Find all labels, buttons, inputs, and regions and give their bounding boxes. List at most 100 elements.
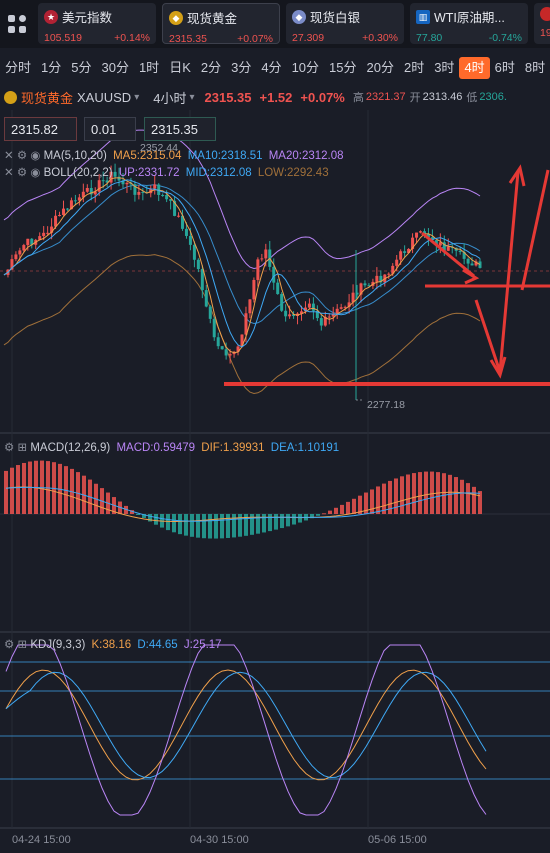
- candle-body: [470, 263, 474, 266]
- macd-bar: [274, 514, 278, 530]
- chevron-down-icon[interactable]: ▾: [134, 91, 140, 103]
- ticker-card-silver[interactable]: ◆ 现货白银 27.309 +0.30%: [286, 3, 404, 44]
- symbol-code[interactable]: XAUUSD: [77, 89, 132, 105]
- open-label: 开: [409, 92, 421, 104]
- settings-icon[interactable]: ⚙ ⊞: [4, 639, 28, 651]
- macd-bar: [268, 514, 272, 532]
- candle-body: [367, 285, 371, 287]
- candle-body: [244, 313, 248, 335]
- macd-label[interactable]: MACD(12,26,9): [30, 442, 111, 454]
- macd-bar: [370, 489, 374, 514]
- date-label: 05-06 15:00: [368, 834, 427, 846]
- macd-bar: [262, 514, 266, 533]
- high-label: 高: [352, 92, 364, 104]
- sell-price-chip[interactable]: 2315.82: [4, 117, 77, 141]
- macd-bar: [238, 514, 242, 537]
- tab-timeframe[interactable]: 15分: [329, 60, 357, 75]
- candle-body: [169, 199, 173, 201]
- lot-size-input[interactable]: 0.01: [84, 117, 136, 141]
- ticker-card-wti[interactable]: ▥ WTI原油期... 77.80 -0.74%: [410, 3, 528, 44]
- macd-legend: ⚙ ⊞ MACD(12,26,9) MACD:0.59479 DIF:1.399…: [4, 440, 339, 454]
- candle-body: [240, 334, 244, 347]
- tab-timeframe[interactable]: 2时: [403, 60, 425, 75]
- kdj-label[interactable]: KDJ(9,3,3): [30, 639, 86, 651]
- macd-bar: [172, 514, 176, 533]
- macd-bar: [352, 498, 356, 514]
- symbol-name[interactable]: 现货黄金: [21, 90, 74, 106]
- ticker-card-partial[interactable]: 19: [534, 3, 550, 44]
- tab-timeframe[interactable]: 1时: [138, 60, 160, 75]
- candle-body: [121, 180, 125, 185]
- tab-timeframe[interactable]: 分时: [5, 60, 32, 75]
- tab-timeframe[interactable]: 1分: [41, 60, 62, 75]
- candle-body: [141, 191, 145, 193]
- candle-body: [434, 240, 438, 246]
- tab-timeframe[interactable]: 20分: [366, 60, 394, 75]
- candle-body: [474, 261, 478, 266]
- candle-body: [426, 234, 430, 238]
- tab-timeframe[interactable]: 6时: [494, 60, 515, 75]
- ma-legend: ✕ ⚙ ◉ MA(5,10,20) MA5:2315.04 MA10:2318.…: [4, 148, 344, 162]
- boll-legend: ✕ ⚙ ◉ BOLL(20,2,2) UP:2331.72 MID:2312.0…: [4, 165, 329, 179]
- tab-timeframe[interactable]: 5分: [71, 60, 92, 75]
- candle-body: [26, 238, 30, 246]
- ticker-bar: ★ 美元指数 105.519 +0.14% ◆ 现货黄金 2315.35 +0.07% …: [0, 0, 550, 48]
- candle-body: [125, 182, 129, 185]
- settings-icon[interactable]: ⚙ ⊞: [4, 442, 28, 454]
- candle-body: [307, 303, 311, 308]
- ticker-card-gold[interactable]: ◆ 现货黄金 2315.35 +0.07%: [162, 3, 280, 45]
- candle-body: [137, 191, 141, 195]
- tab-timeframe[interactable]: 8时: [524, 60, 546, 75]
- high-value: 2321.37: [365, 91, 406, 103]
- price-change-pct: +0.07%: [300, 89, 345, 105]
- silver-icon: ◆: [292, 9, 306, 24]
- ticker-price: 105.519: [44, 32, 82, 44]
- ticker-price: 19: [540, 27, 550, 39]
- tab-timeframe[interactable]: 4时: [459, 57, 490, 79]
- buy-price-chip[interactable]: 2315.35: [144, 117, 216, 141]
- tab-timeframe[interactable]: 10分: [291, 60, 320, 75]
- macd-bar: [16, 465, 20, 514]
- candle-body: [69, 200, 73, 210]
- macd-bar: [400, 476, 404, 514]
- candle-body: [343, 306, 347, 308]
- candle-body: [73, 200, 77, 202]
- macd-bar: [364, 492, 368, 514]
- candle-body: [387, 273, 391, 275]
- ticker-change: +0.07%: [237, 33, 273, 45]
- settings-icon[interactable]: ✕ ⚙ ◉: [4, 167, 41, 179]
- macd-bar: [394, 478, 398, 514]
- candle-body: [38, 236, 42, 240]
- macd-bar: [250, 514, 254, 535]
- candle-body: [58, 214, 62, 216]
- macd-bar: [334, 507, 338, 514]
- tab-timeframe[interactable]: 3分: [231, 60, 252, 75]
- macd-bar: [430, 471, 434, 514]
- ticker-name: 现货白银: [310, 11, 361, 25]
- candle-body: [331, 313, 335, 317]
- ticker-card-dxy[interactable]: ★ 美元指数 105.519 +0.14%: [38, 3, 156, 44]
- boll-label[interactable]: BOLL(20,2,2): [43, 167, 113, 179]
- trend-arrow: [421, 231, 475, 278]
- candle-body: [133, 184, 137, 195]
- chevron-down-icon[interactable]: ▾: [189, 91, 195, 103]
- settings-icon[interactable]: ✕ ⚙ ◉: [4, 150, 41, 162]
- tab-timeframe[interactable]: 2分: [200, 60, 222, 75]
- price-change: +1.52: [259, 89, 293, 105]
- d-line: [5, 671, 487, 779]
- tab-timeframe[interactable]: 4分: [261, 60, 282, 75]
- ma-label[interactable]: MA(5,10,20): [43, 150, 107, 162]
- ma10-value: MA10:2318.51: [187, 150, 263, 162]
- candle-body: [355, 292, 359, 295]
- tab-timeframe[interactable]: 30分: [101, 60, 129, 75]
- candle-body: [339, 307, 343, 309]
- candle-body: [419, 231, 422, 233]
- period-selector[interactable]: 4小时: [153, 90, 187, 106]
- tab-timeframe[interactable]: 日K: [169, 60, 191, 75]
- grid-menu-button[interactable]: [0, 4, 34, 44]
- macd-bar: [232, 514, 236, 538]
- tab-timeframe[interactable]: 3时: [434, 60, 455, 75]
- candle-body: [117, 176, 121, 181]
- macd-bar: [154, 514, 158, 525]
